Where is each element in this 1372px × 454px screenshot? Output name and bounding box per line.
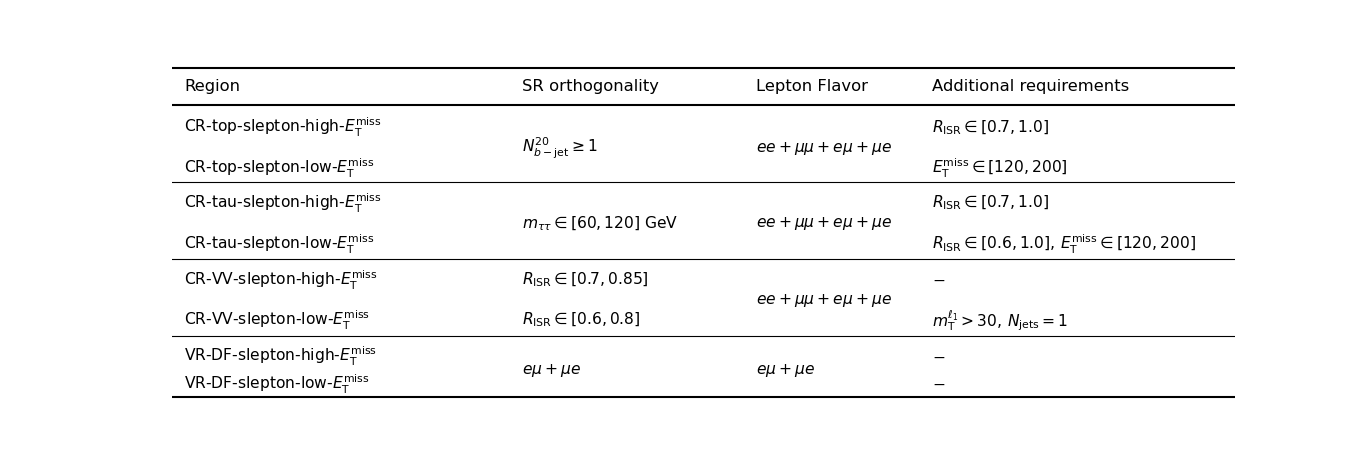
Text: $-$: $-$ — [932, 272, 945, 287]
Text: $R_{\mathrm{ISR}} \in [0.6, 1.0],\, E_{\mathrm{T}}^{\mathrm{miss}} \in [120, 200: $R_{\mathrm{ISR}} \in [0.6, 1.0],\, E_{\… — [932, 232, 1196, 256]
Text: $R_{\mathrm{ISR}} \in [0.7, 1.0]$: $R_{\mathrm{ISR}} \in [0.7, 1.0]$ — [932, 194, 1050, 212]
Text: $R_{\mathrm{ISR}} \in [0.7, 0.85]$: $R_{\mathrm{ISR}} \in [0.7, 0.85]$ — [523, 271, 649, 289]
Text: Lepton Flavor: Lepton Flavor — [756, 79, 868, 94]
Text: $ee + \mu\mu + e\mu + \mu e$: $ee + \mu\mu + e\mu + \mu e$ — [756, 215, 892, 232]
Text: $e\mu + \mu e$: $e\mu + \mu e$ — [756, 362, 815, 380]
Text: CR-VV-slepton-high-$E_{\mathrm{T}}^{\mathrm{miss}}$: CR-VV-slepton-high-$E_{\mathrm{T}}^{\mat… — [184, 268, 377, 291]
Text: CR-tau-slepton-high-$E_{\mathrm{T}}^{\mathrm{miss}}$: CR-tau-slepton-high-$E_{\mathrm{T}}^{\ma… — [184, 192, 381, 215]
Text: CR-tau-slepton-low-$E_{\mathrm{T}}^{\mathrm{miss}}$: CR-tau-slepton-low-$E_{\mathrm{T}}^{\mat… — [184, 232, 375, 256]
Text: $N_{b-\mathrm{jet}}^{20} \geq 1$: $N_{b-\mathrm{jet}}^{20} \geq 1$ — [523, 136, 598, 161]
Text: $R_{\mathrm{ISR}} \in [0.7, 1.0]$: $R_{\mathrm{ISR}} \in [0.7, 1.0]$ — [932, 118, 1050, 137]
Text: $-$: $-$ — [932, 377, 945, 392]
Text: SR orthogonality: SR orthogonality — [523, 79, 660, 94]
Text: $E_{\mathrm{T}}^{\mathrm{miss}} \in [120, 200]$: $E_{\mathrm{T}}^{\mathrm{miss}} \in [120… — [932, 157, 1067, 180]
Text: $ee + \mu\mu + e\mu + \mu e$: $ee + \mu\mu + e\mu + \mu e$ — [756, 292, 892, 309]
Text: $ee + \mu\mu + e\mu + \mu e$: $ee + \mu\mu + e\mu + \mu e$ — [756, 140, 892, 157]
Text: $m_{\mathrm{T}}^{\ell_1} > 30,\, N_{\mathrm{jets}} = 1$: $m_{\mathrm{T}}^{\ell_1} > 30,\, N_{\mat… — [932, 308, 1067, 332]
Text: CR-top-slepton-high-$E_{\mathrm{T}}^{\mathrm{miss}}$: CR-top-slepton-high-$E_{\mathrm{T}}^{\ma… — [184, 116, 381, 139]
Text: $m_{\tau\tau} \in [60, 120]$ GeV: $m_{\tau\tau} \in [60, 120]$ GeV — [523, 214, 679, 233]
Text: $R_{\mathrm{ISR}} \in [0.6, 0.8]$: $R_{\mathrm{ISR}} \in [0.6, 0.8]$ — [523, 311, 641, 329]
Text: VR-DF-slepton-low-$E_{\mathrm{T}}^{\mathrm{miss}}$: VR-DF-slepton-low-$E_{\mathrm{T}}^{\math… — [184, 373, 370, 396]
Text: CR-top-slepton-low-$E_{\mathrm{T}}^{\mathrm{miss}}$: CR-top-slepton-low-$E_{\mathrm{T}}^{\mat… — [184, 157, 375, 180]
Text: VR-DF-slepton-high-$E_{\mathrm{T}}^{\mathrm{miss}}$: VR-DF-slepton-high-$E_{\mathrm{T}}^{\mat… — [184, 345, 377, 369]
Text: $e\mu + \mu e$: $e\mu + \mu e$ — [523, 362, 582, 380]
Text: Region: Region — [184, 79, 240, 94]
Text: CR-VV-slepton-low-$E_{\mathrm{T}}^{\mathrm{miss}}$: CR-VV-slepton-low-$E_{\mathrm{T}}^{\math… — [184, 309, 370, 332]
Text: Additional requirements: Additional requirements — [932, 79, 1129, 94]
Text: $-$: $-$ — [932, 350, 945, 365]
